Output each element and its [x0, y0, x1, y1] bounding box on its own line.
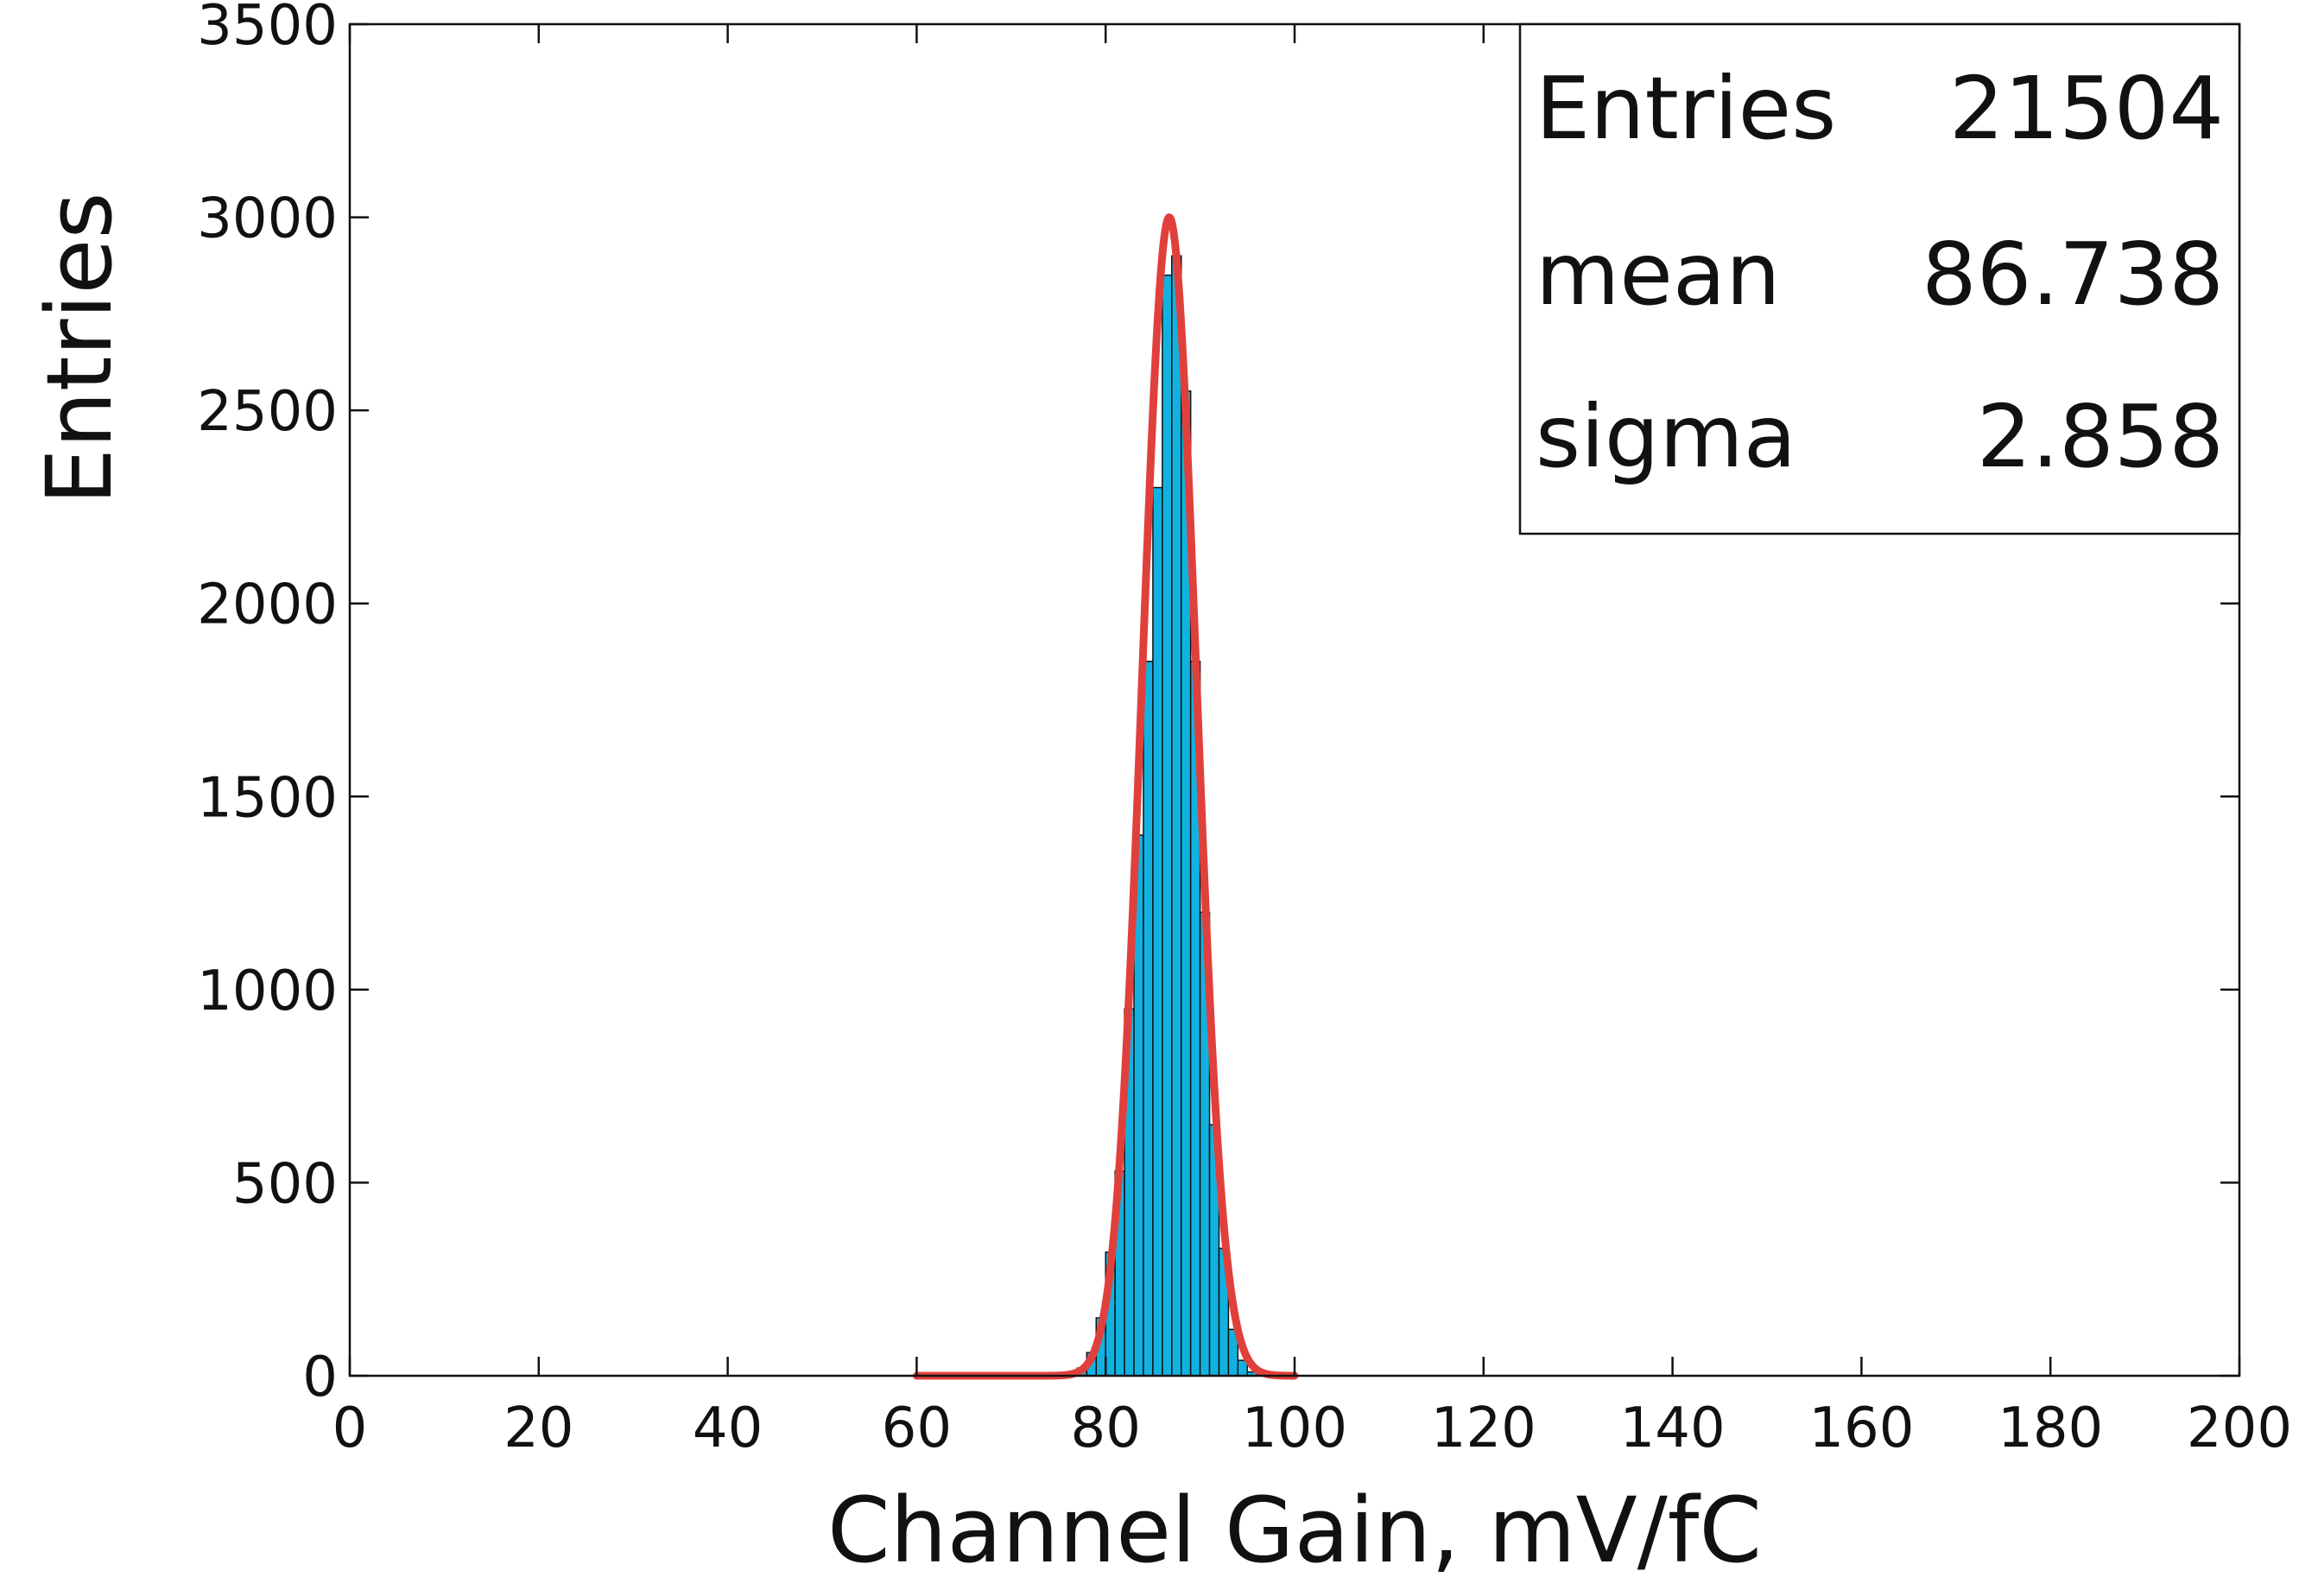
x-tick-label-10: 200 — [2187, 1396, 2292, 1460]
x-tick-label-0: 0 — [332, 1396, 368, 1460]
y-tick-label-5: 2500 — [197, 380, 338, 444]
axis-ticks — [348, 22, 2241, 1378]
y-tick-label-6: 3000 — [197, 187, 338, 251]
x-tick-label-3: 60 — [882, 1396, 952, 1460]
histogram-bar-10 — [1162, 274, 1173, 1377]
x-tick-label-7: 140 — [1620, 1396, 1726, 1460]
y-tick-label-4: 2000 — [197, 573, 338, 637]
gaussian-fit-curve — [912, 213, 1299, 1380]
histogram-bars — [1067, 255, 1257, 1377]
histogram-bar-11 — [1171, 255, 1182, 1377]
stats-sigma-value: 2.858 — [1977, 386, 2224, 487]
x-axis-title: Channel Gain, mV/fC — [827, 1478, 1762, 1583]
stats-box: Entries 21504 mean 86.738 sigma 2.858 — [1518, 22, 2241, 535]
y-tick-label-2: 1000 — [197, 960, 338, 1023]
y-tick-label-3: 1500 — [197, 766, 338, 830]
y-tick-label-1: 500 — [232, 1152, 338, 1216]
x-tick-label-9: 180 — [1998, 1396, 2103, 1460]
x-tick-label-5: 100 — [1242, 1396, 1347, 1460]
stats-entries-value: 21504 — [1949, 58, 2224, 159]
histogram-bar-9 — [1152, 486, 1163, 1377]
y-tick-label-7: 3500 — [197, 0, 338, 58]
y-tick-label-0: 0 — [302, 1346, 338, 1409]
x-tick-label-2: 40 — [693, 1396, 763, 1460]
stats-sigma-label: sigma — [1536, 386, 1796, 487]
x-tick-label-4: 80 — [1070, 1396, 1140, 1460]
stats-mean-value: 86.738 — [1922, 224, 2224, 325]
x-tick-labels: 0 20 40 60 80 100 120 140 160 180 200 — [332, 1396, 2292, 1460]
stats-mean-label: mean — [1536, 224, 1781, 325]
stats-entries-label: Entries — [1536, 58, 1836, 159]
stats-box-frame — [1518, 22, 2241, 535]
x-tick-label-8: 160 — [1808, 1396, 1914, 1460]
y-axis-title: Entries — [27, 192, 132, 504]
y-tick-labels: 0 500 1000 1500 2000 2500 3000 3500 — [197, 0, 338, 1409]
histogram-bar-8 — [1143, 661, 1154, 1377]
x-tick-label-1: 20 — [504, 1396, 573, 1460]
x-tick-label-6: 120 — [1431, 1396, 1536, 1460]
